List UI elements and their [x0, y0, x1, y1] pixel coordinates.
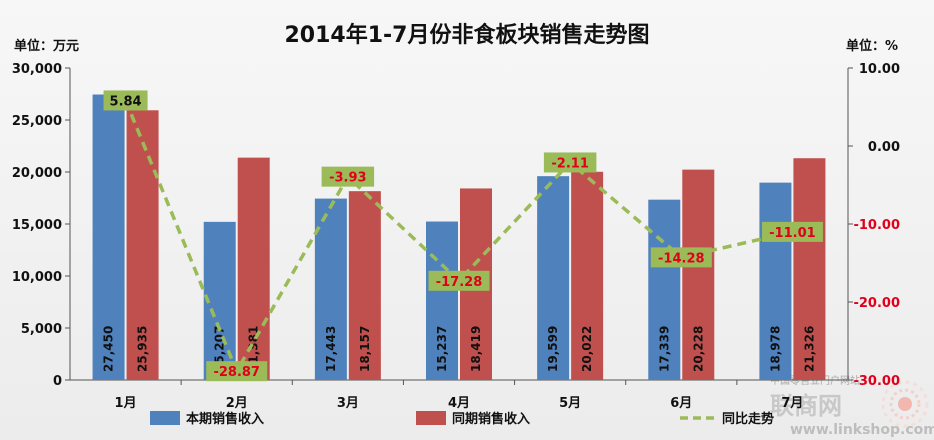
yoy-label-box [543, 152, 597, 173]
previous-sales-bar [793, 158, 826, 380]
left-tick-label: 30,000 [12, 62, 62, 77]
right-tick-label: 10.00 [859, 62, 900, 77]
previous-sales-value: 25,935 [136, 326, 150, 372]
previous-sales-value: 18,419 [469, 326, 483, 372]
left-tick-label: 0 [53, 374, 62, 389]
current-sales-bar [426, 221, 458, 380]
right-tick-label: -20.00 [853, 296, 900, 311]
yoy-label-box [103, 90, 148, 111]
watermark: 中国零售业门户网站 联商网 www.linkshop.com.cn [770, 374, 934, 438]
x-tick-label: 4月 [448, 396, 470, 411]
legend-swatch-current [150, 411, 180, 425]
yoy-value-label: -2.11 [551, 156, 588, 171]
left-tick-label: 20,000 [12, 166, 62, 181]
x-tick-label: 2月 [226, 396, 248, 411]
yoy-value-label: -17.28 [436, 275, 483, 290]
yoy-value-label: 5.84 [110, 94, 142, 109]
watermark-brand: 联商网 [770, 392, 842, 420]
x-tick-label: 3月 [337, 396, 359, 411]
previous-sales-bar [682, 169, 715, 380]
current-sales-bar [92, 94, 125, 381]
previous-sales-bar [348, 191, 381, 380]
current-sales-value: 17,339 [657, 326, 671, 372]
chart-title: 2014年1-7月份非食板块销售走势图 [285, 22, 650, 48]
left-tick-label: 15,000 [12, 218, 62, 233]
right-tick-label: -30.00 [853, 374, 900, 389]
current-sales-bar [537, 176, 570, 380]
yoy-value-label: -11.01 [769, 226, 816, 241]
previous-sales-value: 21,326 [802, 326, 816, 372]
sunburst-logo-icon [881, 380, 929, 428]
x-tick-label: 5月 [559, 396, 581, 411]
current-sales-bar [314, 198, 347, 380]
legend-label-previous: 同期销售收入 [452, 411, 530, 427]
current-sales-bar [759, 182, 792, 380]
previous-sales-value: 18,157 [358, 326, 372, 372]
previous-sales-value: 20,022 [580, 326, 594, 372]
right-axis-unit: 单位：% [846, 38, 898, 54]
yoy-value-label: -14.28 [658, 251, 705, 266]
legend-label-yoy: 同比走势 [722, 411, 774, 427]
current-sales-value: 27,450 [102, 326, 116, 372]
x-tick-label: 7月 [781, 396, 803, 411]
yoy-label-box [206, 361, 268, 382]
x-tick-label: 6月 [670, 396, 692, 411]
left-tick-label: 25,000 [12, 114, 62, 129]
current-sales-bar [648, 199, 681, 380]
left-tick-label: 5,000 [21, 322, 62, 337]
yoy-value-label: -3.93 [329, 171, 366, 186]
yoy-label-box [321, 166, 375, 187]
yoy-label-box [761, 221, 823, 242]
yoy-value-label: -28.87 [213, 365, 260, 380]
legend-swatch-previous [416, 411, 446, 425]
legend-label-current: 本期销售收入 [186, 411, 264, 427]
previous-sales-bar [237, 157, 270, 380]
previous-sales-bar [126, 110, 159, 380]
current-sales-value: 18,978 [768, 326, 782, 372]
current-sales-value: 15,237 [435, 326, 449, 372]
right-tick-label: 0.00 [868, 140, 900, 155]
left-axis-unit: 单位：万元 [14, 38, 79, 54]
yoy-label-box [650, 247, 712, 268]
current-sales-value: 17,443 [324, 326, 338, 372]
right-tick-label: -10.00 [853, 218, 900, 233]
yoy-label-box [428, 270, 490, 291]
previous-sales-value: 20,228 [691, 326, 705, 372]
current-sales-value: 19,599 [546, 326, 560, 372]
left-tick-label: 10,000 [12, 270, 62, 285]
previous-sales-bar [571, 171, 604, 380]
x-tick-label: 1月 [115, 396, 137, 411]
